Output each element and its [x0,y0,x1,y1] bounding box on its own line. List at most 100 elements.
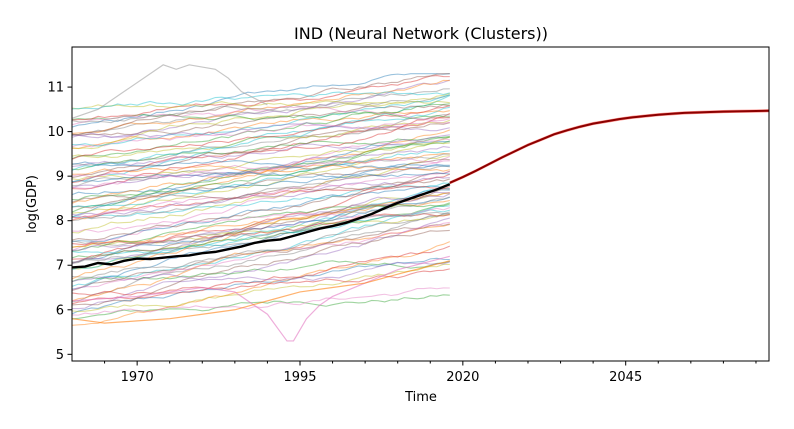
target-history-line [71,183,451,269]
y-axis: 5 6 7 8 9 10 11 [47,81,72,363]
background-series-line [71,105,450,126]
background-series-line [71,196,450,265]
background-series-line [71,111,450,121]
background-series-line [71,213,450,303]
background-series-line [71,155,450,234]
background-series-line [71,100,450,110]
background-series-line [71,79,450,139]
background-series-line [71,119,450,159]
background-series-line [71,145,450,189]
y-tick-label: 6 [56,303,64,318]
background-series-line [71,211,450,247]
background-series-line [71,135,450,213]
background-series-line [71,129,451,221]
background-series-line [71,92,450,150]
background-series-line [71,193,451,265]
background-series-line [71,268,450,296]
y-tick-label: 9 [56,170,64,185]
background-series-line [71,136,451,214]
x-axis-label: Time [404,390,437,405]
background-series-line [71,287,450,316]
background-series-line [71,155,451,251]
background-series-line [71,94,450,136]
background-series-line [71,260,450,324]
highlight-series-group [71,64,450,342]
background-series-line [71,73,450,128]
background-series-line [71,213,450,246]
background-series-line [71,163,450,196]
background-series-line [71,134,450,168]
background-series-line [71,187,450,271]
background-series-line [71,88,450,124]
background-series-line [71,158,450,179]
background-series-line [71,185,450,219]
background-series-line [71,110,450,149]
background-series-line [71,165,450,222]
background-series-line [71,171,450,221]
x-tick-label: 2020 [446,370,479,385]
background-series-line [71,103,450,160]
background-series-line [71,105,450,160]
background-series-line [71,223,450,292]
background-series-line [71,178,450,203]
background-series-line [71,212,450,278]
background-series-line [71,170,451,241]
background-series-line [71,171,450,183]
y-axis-label: log(GDP) [25,175,40,233]
background-series-line [71,95,451,183]
background-series-line [71,257,450,315]
background-series-line [71,191,450,251]
background-series-line [71,73,450,136]
background-series-line [71,141,450,181]
x-axis: 1970 1995 2020 2045 [104,361,757,385]
background-series-line [71,140,450,218]
background-series-line [71,136,450,171]
x-tick-label: 2045 [609,370,642,385]
background-series-line [71,191,450,280]
background-series-line [71,245,451,305]
background-series-line [71,104,450,136]
background-series-line [71,203,450,259]
background-series-line [71,122,450,138]
background-series-line [71,241,451,326]
background-series-line [71,261,450,283]
background-series-line [71,207,450,233]
background-series-line [71,260,450,283]
y-tick-label: 11 [47,81,64,96]
background-series-line [71,122,450,179]
background-series-line [72,114,450,167]
background-series-line [71,176,450,216]
background-series-line [71,138,450,190]
x-tick-label: 1995 [283,370,316,385]
background-series-line [71,209,450,255]
background-series-line [71,153,450,187]
background-series-line [71,223,450,302]
background-series-line [71,182,450,219]
background-series-line [71,94,450,147]
background-series-line [71,159,450,170]
background-series-line [71,217,450,310]
background-series-line [71,158,450,209]
background-series-line [71,106,450,171]
background-series-line [71,164,450,175]
background-series-line [71,192,450,270]
background-series-group [71,73,451,326]
background-series-line [71,116,450,184]
background-series-line [71,112,451,190]
y-tick-label: 10 [47,125,64,140]
background-series-line [71,205,450,287]
background-series-line [71,229,450,306]
background-series-line [71,255,450,342]
background-series-line [71,196,450,263]
background-series-line [71,140,450,201]
background-series-line [71,120,450,148]
background-series-line [71,221,450,291]
background-series-line [71,214,450,248]
background-series-line [71,152,450,204]
background-series-line [71,188,450,263]
background-series-line [71,64,268,119]
y-tick-label: 7 [56,259,64,274]
background-series-line [71,150,450,208]
background-series-line [71,79,450,134]
